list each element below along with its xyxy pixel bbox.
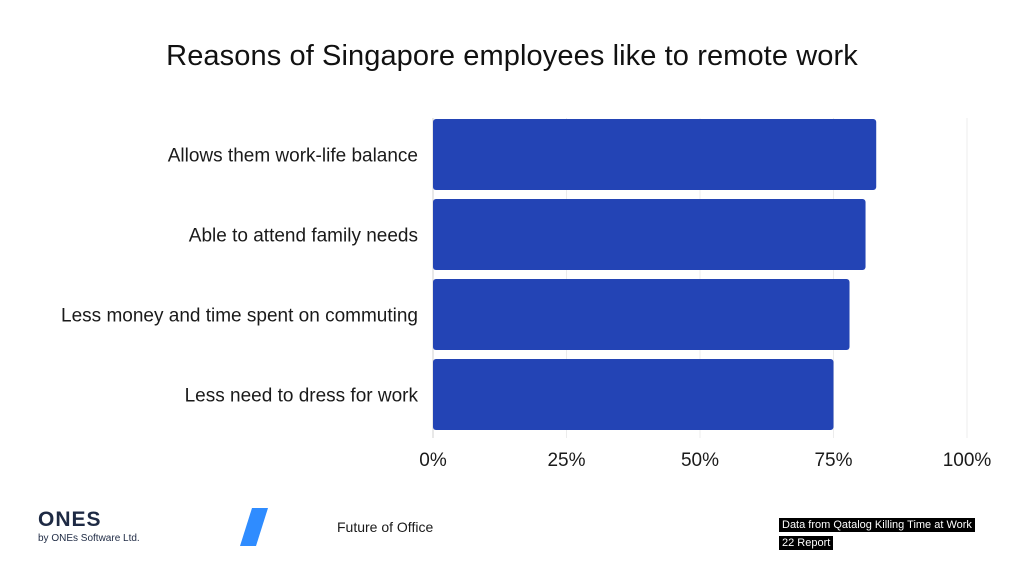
category-labels: Allows them work-life balance Able to att…: [61, 146, 418, 407]
x-tick-label: 75%: [814, 450, 852, 471]
bar: [433, 359, 834, 430]
x-tick-label: 0%: [419, 450, 447, 471]
bar: [433, 119, 877, 190]
x-tick-label: 25%: [547, 450, 585, 471]
category-label: Less need to dress for work: [185, 386, 419, 407]
bar: [433, 199, 866, 270]
x-tick-label: 50%: [681, 450, 719, 471]
logo-subtext: by ONEs Software Ltd.: [38, 533, 140, 544]
category-label: Less money and time spent on commuting: [61, 306, 418, 327]
bar: [433, 279, 850, 350]
category-label: Able to attend family needs: [189, 226, 418, 247]
bars: [433, 119, 877, 430]
ones-logo: ONES by ONEs Software Ltd.: [38, 508, 140, 544]
category-label: Allows them work-life balance: [168, 146, 418, 167]
footer-center-text: Future of Office: [337, 519, 434, 535]
logo-text: ONES: [38, 508, 102, 531]
bar-chart: Allows them work-life balance Able to att…: [61, 118, 991, 471]
source-note-text: Data from Qatalog Killing Time at Work 2…: [779, 518, 975, 550]
slash-decoration-icon: [240, 508, 268, 546]
x-tick-label: 100%: [943, 450, 992, 471]
source-note: Data from Qatalog Killing Time at Work 2…: [779, 516, 979, 552]
x-axis-ticks: 0% 25% 50% 75% 100%: [419, 450, 991, 471]
chart-title: Reasons of Singapore employees like to r…: [166, 40, 858, 72]
